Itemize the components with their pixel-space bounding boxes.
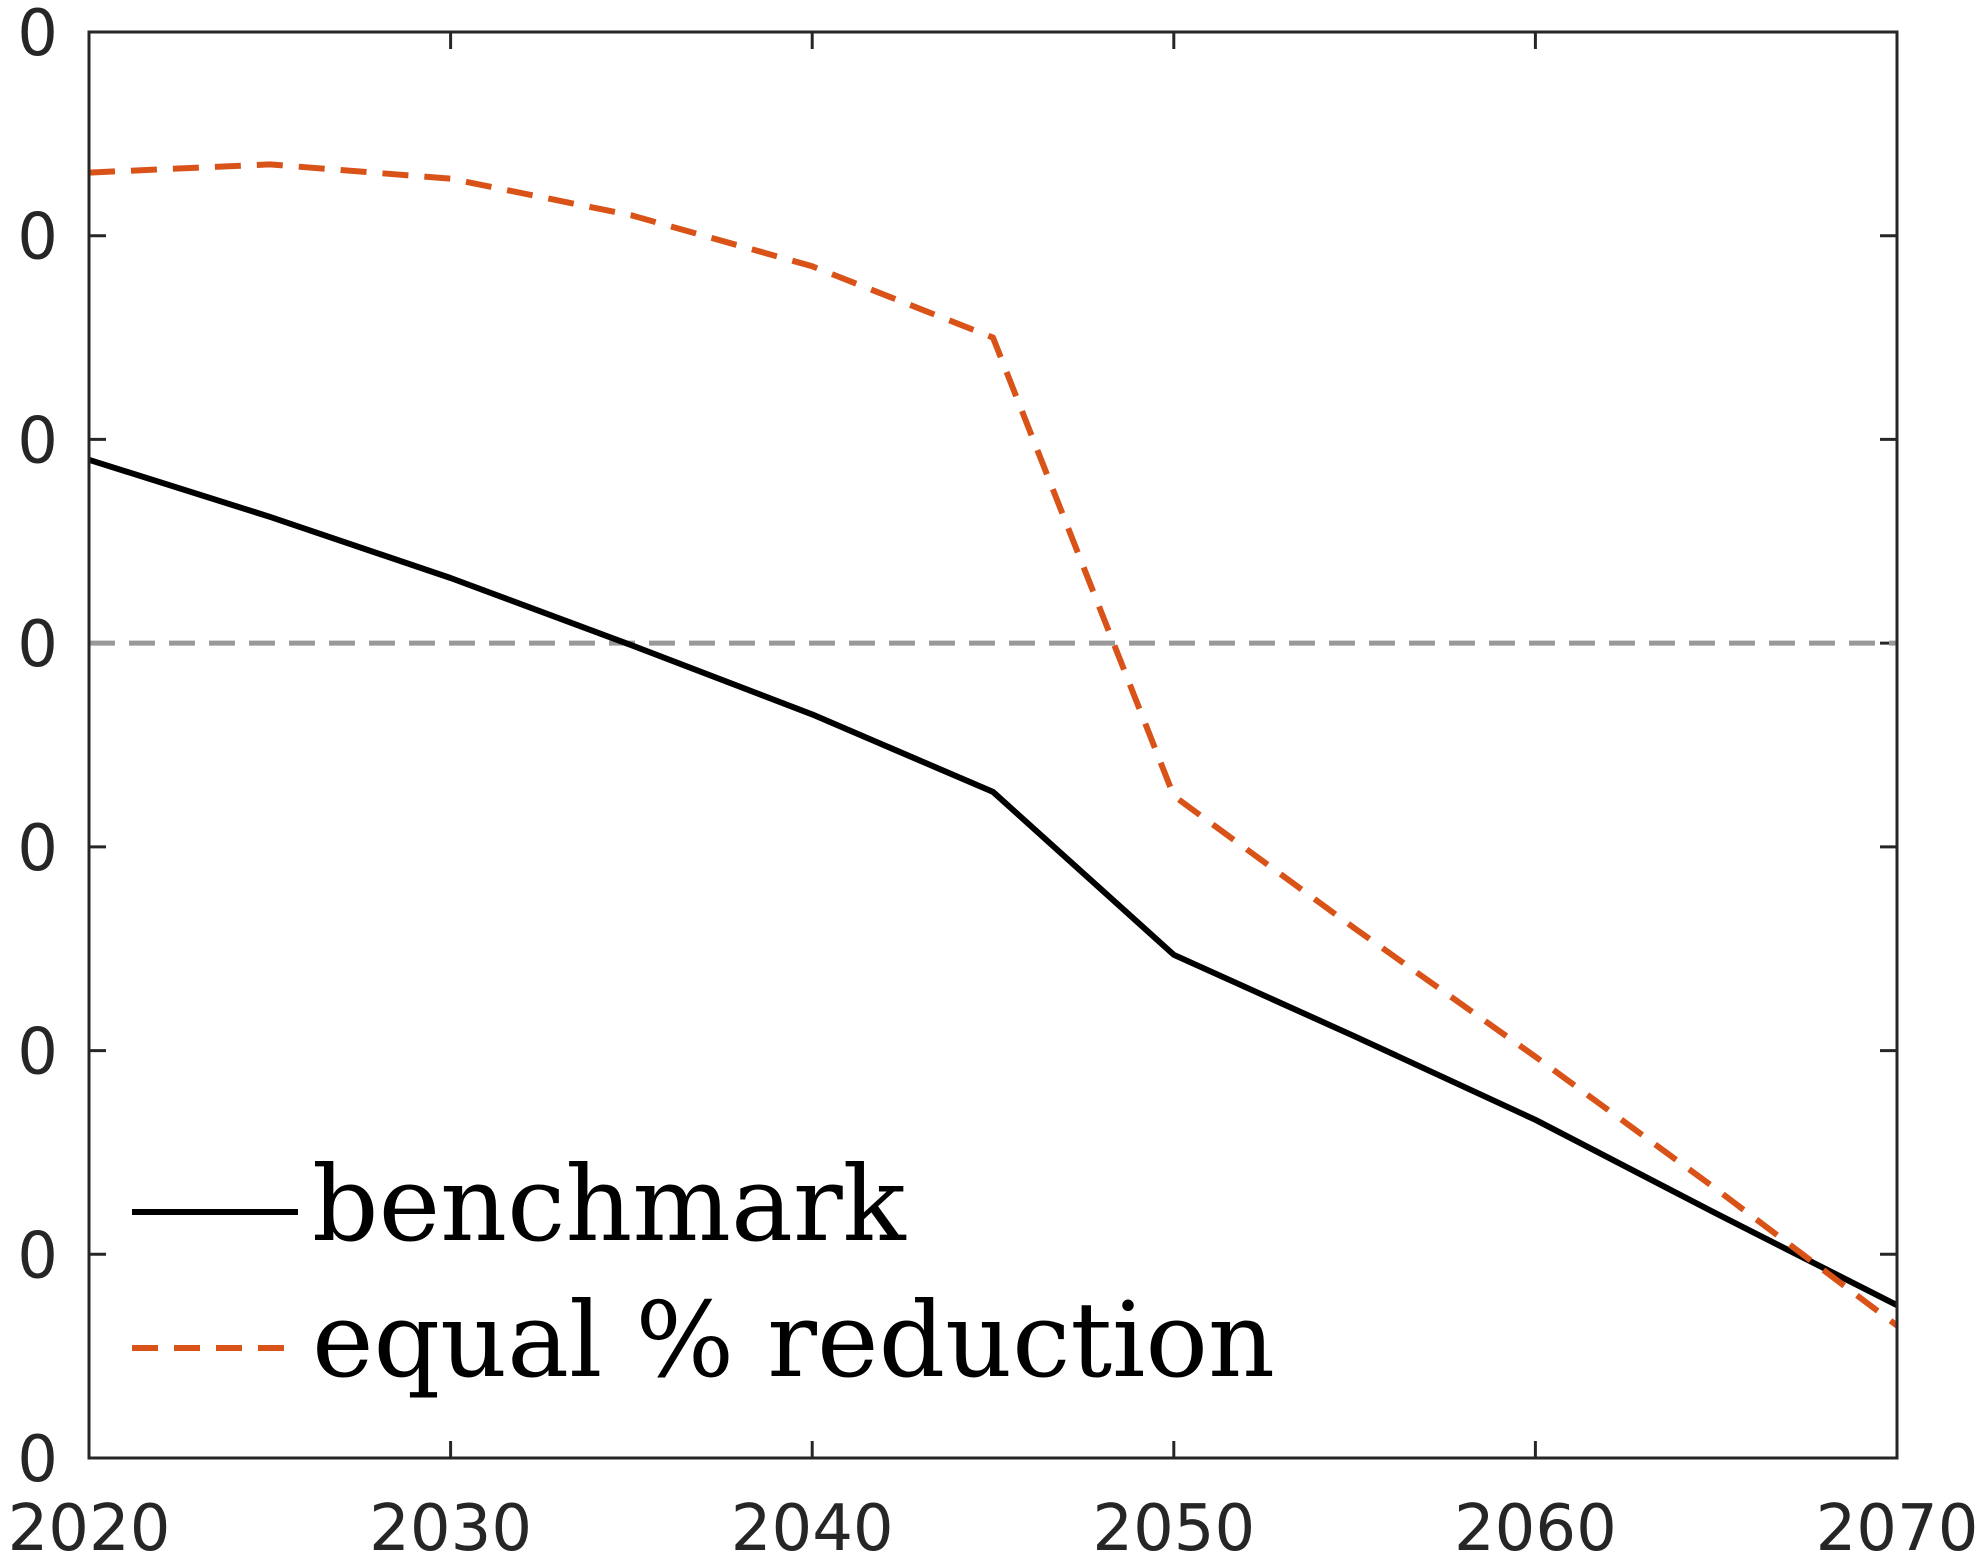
y-tick-label: 0 (17, 1219, 58, 1293)
x-tick-label: 2020 (8, 1492, 171, 1554)
y-tick-label: 0 (17, 1016, 58, 1090)
y-tick-label: 0 (17, 0, 58, 71)
x-tick-label: 2050 (1092, 1492, 1255, 1554)
series-layer (88, 161, 1899, 1328)
series-line-benchmark (88, 456, 1899, 1308)
x-tick-label: 2040 (731, 1492, 894, 1554)
y-tick-label: 0 (17, 812, 58, 886)
x-axis-tick-labels: 2020 2030 2040 2050 2060 2070 (8, 1492, 1979, 1554)
x-tick-label: 2070 (1816, 1492, 1979, 1554)
legend: benchmark equal % reduction (132, 1143, 1275, 1401)
x-tick-label: 2030 (369, 1492, 532, 1554)
y-tick-label: 0 (17, 201, 58, 275)
y-tick-label: 0 (17, 1423, 58, 1497)
series-line-equal-reduction (88, 161, 1899, 1328)
y-tick-label: 0 (17, 404, 58, 478)
plot-frame (87, 30, 1899, 1460)
plot-background (89, 32, 1897, 1458)
y-tick-label: 0 (17, 608, 58, 682)
x-tick-label: 2060 (1454, 1492, 1617, 1554)
legend-label-benchmark: benchmark (312, 1143, 907, 1265)
legend-label-equal-reduction: equal % reduction (312, 1279, 1275, 1401)
y-axis-tick-labels: 0 0 0 0 0 0 0 0 (17, 0, 58, 1497)
